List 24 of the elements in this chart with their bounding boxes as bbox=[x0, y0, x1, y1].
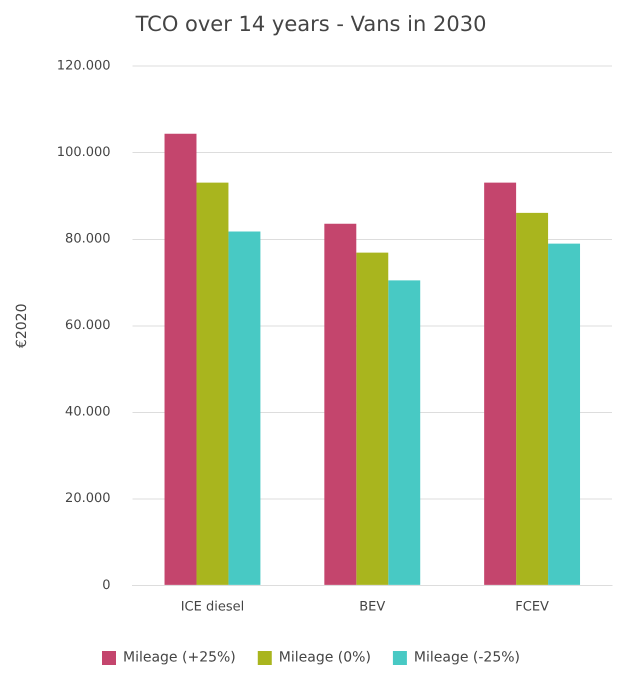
chart-title: TCO over 14 years - Vans in 2030 bbox=[134, 12, 486, 36]
legend-label: Mileage (-25%) bbox=[414, 650, 520, 666]
x-tick-label: ICE diesel bbox=[180, 600, 244, 615]
bar bbox=[196, 182, 228, 585]
x-tick-label: FCEV bbox=[515, 600, 550, 615]
bar bbox=[484, 182, 516, 585]
bar bbox=[324, 224, 356, 585]
y-tick-label: 20.000 bbox=[65, 491, 111, 506]
y-tick-label: 60.000 bbox=[65, 318, 111, 334]
y-axis-title: €2020 bbox=[14, 304, 30, 348]
y-tick-label: 0 bbox=[102, 578, 111, 593]
y-tick-label: 120.000 bbox=[56, 58, 111, 74]
bar bbox=[356, 252, 388, 585]
bar bbox=[228, 231, 260, 585]
bar bbox=[548, 244, 580, 585]
bar bbox=[516, 212, 548, 585]
y-tick-label: 100.000 bbox=[56, 145, 111, 160]
legend-label: Mileage (0%) bbox=[278, 650, 371, 666]
legend-label: Mileage (+25%) bbox=[123, 650, 236, 666]
y-tick-label: 80.000 bbox=[65, 232, 111, 247]
y-tick-label: 40.000 bbox=[65, 404, 111, 420]
x-tick-label: BEV bbox=[359, 600, 386, 615]
bar bbox=[388, 280, 420, 585]
bar bbox=[164, 134, 196, 585]
